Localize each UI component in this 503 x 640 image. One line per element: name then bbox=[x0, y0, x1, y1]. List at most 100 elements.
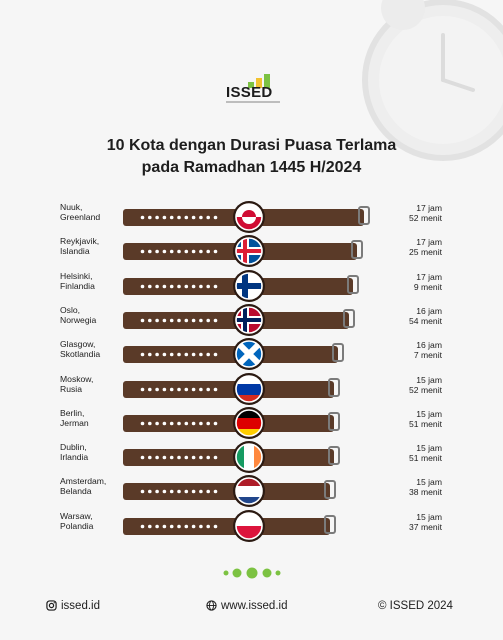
buckle-icon bbox=[324, 480, 337, 500]
duration-hours: 15 jam bbox=[416, 374, 442, 385]
buckle-icon bbox=[327, 411, 340, 431]
ireland-flag-icon bbox=[233, 441, 265, 474]
country-name: Greenland bbox=[60, 212, 101, 222]
alarm-clock-decoration bbox=[362, 0, 503, 161]
city-label: Moskow, Rusia bbox=[60, 374, 93, 394]
duration-minutes: 25 menit bbox=[409, 247, 442, 258]
buckle-icon bbox=[328, 377, 340, 397]
strap-bar bbox=[123, 380, 334, 398]
iceland-flag-icon bbox=[233, 235, 265, 268]
strap-holes bbox=[140, 421, 218, 426]
buckle-icon bbox=[343, 308, 356, 328]
chart-title-line2: pada Ramadhan 1445 H/2024 bbox=[141, 159, 362, 176]
strap-holes bbox=[140, 524, 218, 528]
city-label: Nuuk, Greenland bbox=[60, 202, 100, 222]
strap-bar bbox=[123, 414, 334, 432]
buckle-icon bbox=[327, 446, 340, 466]
duration-label: 15 jam 38 menit bbox=[409, 477, 442, 497]
poland-flag-icon bbox=[233, 509, 265, 542]
buckle-icon bbox=[324, 514, 337, 534]
duration-minutes: 37 menit bbox=[409, 521, 442, 532]
duration-label: 17 jam 52 menit bbox=[409, 203, 442, 223]
russia-flag-icon bbox=[233, 372, 265, 405]
strap-holes bbox=[140, 284, 218, 288]
netherlands-flag-icon bbox=[233, 475, 265, 508]
duration-hours: 17 jam bbox=[416, 237, 442, 248]
strap-holes bbox=[140, 318, 218, 323]
duration-hours: 17 jam bbox=[416, 271, 442, 282]
country-name: Skotlandia bbox=[60, 349, 101, 360]
logo-tagline bbox=[226, 101, 280, 103]
duration-minutes: 9 menit bbox=[413, 281, 442, 292]
duration-label: 16 jam 54 menit bbox=[409, 306, 442, 326]
city-name: Oslo, bbox=[60, 304, 81, 315]
duration-minutes: 54 menit bbox=[409, 315, 442, 326]
instagram-icon bbox=[46, 600, 57, 611]
footer-website[interactable]: www.issed.id bbox=[206, 600, 287, 612]
duration-label: 15 jam 52 menit bbox=[409, 375, 442, 395]
city-name: Reykjavik, bbox=[60, 236, 100, 247]
country-name: Rusia bbox=[60, 383, 82, 394]
germany-flag-icon bbox=[233, 406, 265, 439]
duration-label: 15 jam 37 menit bbox=[409, 512, 442, 532]
instagram-handle: issed.id bbox=[61, 600, 100, 612]
chart-row: Warsaw, Polandia 15 jam 37 menit bbox=[0, 508, 503, 542]
duration-hours: 15 jam bbox=[416, 408, 442, 419]
strap-bar bbox=[123, 517, 331, 535]
duration-hours: 15 jam bbox=[416, 477, 442, 488]
strap-bar bbox=[123, 483, 331, 501]
city-name: Helsinki, bbox=[60, 270, 93, 281]
duration-hours: 16 jam bbox=[416, 340, 442, 351]
city-label: Amsterdam, Belanda bbox=[60, 476, 106, 496]
buckle-icon bbox=[351, 240, 364, 260]
duration-hours: 15 jam bbox=[416, 443, 442, 454]
duration-hours: 16 jam bbox=[416, 305, 442, 316]
strap-holes bbox=[140, 455, 218, 460]
strap-holes bbox=[140, 352, 218, 357]
chart-row: Moskow, Rusia 15 jam 52 menit bbox=[0, 371, 503, 405]
country-name: Polandia bbox=[60, 520, 94, 531]
strap-bar bbox=[123, 346, 338, 364]
chart-row: Oslo, Norwegia 16 jam 54 menit bbox=[0, 302, 503, 336]
country-name: Belanda bbox=[60, 486, 92, 497]
logo-text: ISSED bbox=[226, 84, 273, 101]
city-name: Moskow, bbox=[60, 373, 94, 384]
website-url: www.issed.id bbox=[221, 600, 288, 612]
city-name: Glasgow, bbox=[60, 339, 96, 350]
buckle-icon bbox=[347, 274, 360, 294]
duration-label: 17 jam 25 menit bbox=[409, 237, 442, 257]
duration-hours: 17 jam bbox=[416, 203, 442, 213]
strap-holes bbox=[140, 249, 218, 254]
logo-bars-icon bbox=[248, 74, 270, 88]
chart-row: Amsterdam, Belanda 15 jam 38 menit bbox=[0, 473, 503, 508]
duration-hours: 15 jam bbox=[416, 511, 442, 522]
city-label: Glasgow, Skotlandia bbox=[60, 339, 100, 359]
duration-label: 17 jam 9 menit bbox=[414, 272, 442, 292]
duration-label: 15 jam 51 menit bbox=[409, 443, 442, 463]
country-name: Jerman bbox=[60, 417, 89, 428]
duration-minutes: 38 menit bbox=[409, 487, 442, 498]
issed-logo: ISSED bbox=[226, 74, 280, 104]
duration-minutes: 52 menit bbox=[409, 384, 442, 395]
city-name: Warsaw, bbox=[60, 510, 93, 521]
chart-title-line1: 10 Kota dengan Durasi Puasa Terlama bbox=[106, 137, 397, 154]
chart-row: Helsinki, Finlandia 17 jam 9 menit bbox=[0, 268, 503, 302]
country-name: Islandia bbox=[60, 246, 90, 257]
duration-label: 15 jam 51 menit bbox=[409, 409, 442, 429]
city-label: Helsinki, Finlandia bbox=[60, 271, 95, 291]
strap-holes bbox=[140, 215, 218, 220]
duration-minutes: 52 menit bbox=[409, 213, 442, 223]
city-name: Dublin, bbox=[60, 442, 87, 453]
duration-minutes: 7 menit bbox=[413, 350, 442, 361]
norway-flag-icon bbox=[233, 303, 265, 336]
duration-label: 16 jam 7 menit bbox=[414, 340, 442, 360]
city-label: Warsaw, Polandia bbox=[60, 511, 93, 531]
footer-instagram[interactable]: issed.id bbox=[46, 600, 100, 612]
buckle-icon bbox=[331, 343, 344, 363]
city-name: Nuuk, bbox=[60, 202, 83, 212]
chart-row: Glasgow, Skotlandia 16 jam 7 menit bbox=[0, 336, 503, 371]
country-name: Norwegia bbox=[60, 314, 97, 325]
city-name: Amsterdam, bbox=[60, 476, 107, 487]
footer-copyright: © ISSED 2024 bbox=[378, 600, 453, 612]
country-name: Irlandia bbox=[60, 452, 89, 463]
